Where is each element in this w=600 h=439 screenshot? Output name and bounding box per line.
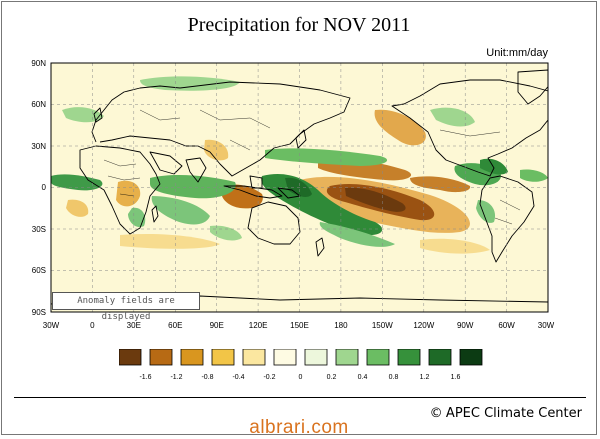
- legend-swatch: [273, 349, 297, 366]
- legend-swatch: [428, 349, 452, 366]
- coast-north-america: [391, 79, 548, 177]
- lon-label: 90E: [210, 321, 224, 330]
- coast-europe: [91, 85, 181, 143]
- dry-region-china: [204, 139, 229, 161]
- lat-label: 90N: [31, 59, 46, 68]
- lon-label: 60W: [498, 321, 515, 330]
- watermark: albrari.com: [249, 417, 349, 438]
- lon-label: 30E: [127, 321, 141, 330]
- lat-label: 0: [42, 183, 47, 192]
- legend-swatch: [366, 349, 390, 366]
- lon-label: 30W: [538, 321, 555, 330]
- wet-region-atlantic-east: [520, 169, 548, 182]
- unit-label: Unit:mm/day: [486, 47, 548, 59]
- graticule: [51, 63, 548, 312]
- coast-japan: [295, 129, 307, 149]
- credit-line: © APEC Climate Center: [430, 405, 582, 421]
- wet-region-indian-ocean-south: [151, 196, 210, 225]
- legend-swatch: [335, 349, 359, 366]
- precipitation-map: 90N 60N 30N 0 30S 60S 90S 30W 0 30E 60E …: [31, 59, 555, 330]
- anomaly-note: Anomaly fields are displayed: [52, 292, 200, 322]
- wet-region-africa-south: [128, 207, 146, 228]
- lon-label: 150E: [290, 321, 309, 330]
- legend-swatch: [149, 349, 173, 366]
- wet-region-atlantic-itcz: [51, 174, 103, 191]
- legend-swatch: [180, 349, 204, 366]
- legend-label: 1.6: [451, 374, 461, 381]
- lat-label: 60S: [32, 266, 46, 275]
- coast-india: [185, 157, 207, 183]
- lat-label: 60N: [31, 100, 46, 109]
- lat-label: 30N: [31, 142, 46, 151]
- legend-swatch: [304, 349, 328, 366]
- legend-swatch: [242, 349, 266, 366]
- latitude-labels: 90N 60N 30N 0 30S 60S 90S: [31, 59, 46, 317]
- legend-label: -0.8: [201, 374, 213, 381]
- lat-label: 90S: [32, 308, 46, 317]
- coast-indonesia: [223, 185, 283, 199]
- longitude-labels: 30W 0 30E 60E 90E 120E 150E 180 150W 120…: [43, 321, 555, 330]
- wet-region-indian-ocean: [150, 175, 236, 199]
- lon-label: 60E: [168, 321, 182, 330]
- wet-region-arctic: [140, 76, 240, 91]
- lon-label: 180: [334, 321, 348, 330]
- dry-region-africa: [116, 180, 141, 207]
- legend-label: -0.2: [263, 374, 275, 381]
- legend-label: 0: [299, 374, 303, 381]
- legend-labels: -1.6 -1.2 -0.8 -0.4 -0.2 0 0.2 0.4 0.8 1.2 1.6: [139, 374, 460, 381]
- legend-swatch: [459, 349, 483, 366]
- copyright-icon: ©: [429, 406, 443, 421]
- lon-label: 120E: [249, 321, 268, 330]
- wet-region-north-pacific-band: [265, 148, 388, 166]
- dry-region-south-pacific: [420, 238, 490, 254]
- coast-australia: [247, 201, 301, 245]
- lat-label: 30S: [32, 225, 46, 234]
- legend-label: 1.2: [420, 374, 430, 381]
- dry-region-southern-ocean: [120, 234, 220, 249]
- coast-new-guinea: [277, 187, 301, 199]
- wet-region-caribbean: [480, 158, 508, 175]
- coast-uk: [93, 107, 103, 123]
- coast-madagascar: [151, 205, 159, 223]
- dry-core-inner: [345, 187, 406, 212]
- wet-region-sea-pacific: [319, 222, 395, 247]
- legend-label: -1.6: [139, 374, 151, 381]
- page-title: Precipitation for NOV 2011: [187, 14, 411, 36]
- map-border: [50, 62, 549, 313]
- coast-south-america: [479, 175, 535, 263]
- wet-region-north-america: [430, 107, 475, 127]
- lon-label: 0: [90, 321, 95, 330]
- color-legend: -1.6 -1.2 -0.8 -0.4 -0.2 0 0.2 0.4 0.8 1.2 1.6: [119, 349, 483, 381]
- legend-swatch: [119, 349, 142, 366]
- coast-africa: [79, 145, 161, 235]
- lon-label: 120W: [413, 321, 434, 330]
- legend-label: 0.8: [389, 374, 399, 381]
- wet-region-australia-south: [210, 225, 242, 241]
- coastlines: [51, 69, 548, 305]
- coast-arabia: [149, 151, 183, 175]
- coast-greenland: [517, 69, 548, 105]
- footer-rule: [14, 397, 586, 398]
- dry-region-south-atlantic: [66, 199, 89, 217]
- dry-region-east-pacific: [410, 176, 471, 193]
- legend-label: 0.2: [327, 374, 337, 381]
- coast-new-zealand: [315, 237, 325, 257]
- credit-text: APEC Climate Center: [445, 406, 582, 421]
- lon-label: 90W: [457, 321, 474, 330]
- country-borders: [103, 109, 521, 225]
- legend-label: -0.4: [232, 374, 244, 381]
- legend-label: 0.4: [358, 374, 368, 381]
- lon-label: 30W: [43, 321, 60, 330]
- legend-swatch: [211, 349, 235, 366]
- legend-swatches: [119, 349, 483, 366]
- legend-swatch: [397, 349, 421, 366]
- wet-region-north-atlantic: [62, 107, 104, 123]
- dry-region-north-pacific: [374, 109, 426, 146]
- coast-asia: [99, 81, 351, 177]
- anomaly-fields: [51, 76, 548, 254]
- lon-label: 150W: [372, 321, 393, 330]
- legend-label: -1.2: [170, 374, 182, 381]
